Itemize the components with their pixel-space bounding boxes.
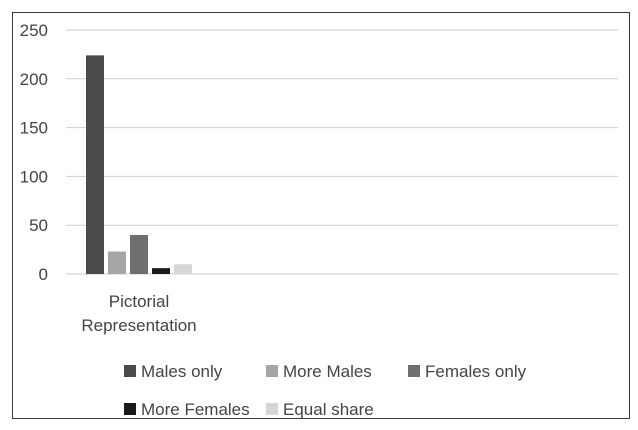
legend-label: Equal share bbox=[283, 400, 374, 419]
bar-more-females bbox=[152, 268, 170, 274]
bar-males-only bbox=[86, 55, 104, 274]
legend-swatch bbox=[266, 403, 278, 415]
y-tick-label: 50 bbox=[29, 216, 48, 235]
legend-item: Equal share bbox=[266, 400, 374, 419]
legend-label: More Females bbox=[141, 400, 250, 419]
x-category-label: Pictorial bbox=[109, 292, 169, 311]
legend-swatch bbox=[408, 365, 420, 377]
y-tick-label: 200 bbox=[20, 70, 48, 89]
bar-equal-share bbox=[174, 264, 192, 274]
legend-label: Males only bbox=[141, 362, 223, 381]
bar-more-males bbox=[108, 252, 126, 274]
bar-females-only bbox=[130, 235, 148, 274]
legend-swatch bbox=[124, 365, 136, 377]
legend-label: Females only bbox=[425, 362, 527, 381]
y-tick-label: 250 bbox=[20, 21, 48, 40]
y-tick-label: 150 bbox=[20, 119, 48, 138]
y-tick-label: 0 bbox=[39, 265, 48, 284]
legend-swatch bbox=[124, 403, 136, 415]
legend-swatch bbox=[266, 365, 278, 377]
legend-item: More Females bbox=[124, 400, 250, 419]
x-category-label: Representation bbox=[81, 316, 196, 335]
chart-frame bbox=[13, 13, 630, 419]
y-tick-label: 100 bbox=[20, 167, 48, 186]
legend-item: Females only bbox=[408, 362, 527, 381]
legend-label: More Males bbox=[283, 362, 372, 381]
